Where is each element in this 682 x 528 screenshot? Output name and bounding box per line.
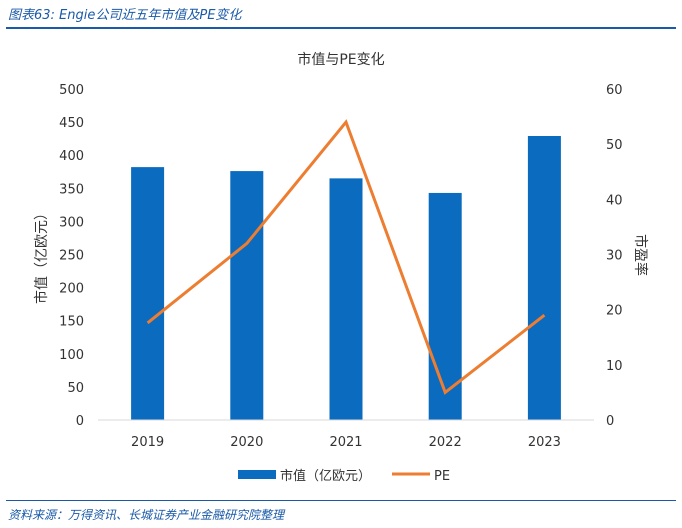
- right-axis-label: 市盈率: [632, 234, 649, 276]
- figure-source: 资料来源：万得资讯、长城证券产业金融研究院整理: [8, 508, 285, 522]
- left-tick-label: 200: [59, 282, 84, 297]
- chart-legend: 市值（亿欧元） PE: [238, 468, 450, 484]
- bar-market-cap-2020: [230, 171, 264, 420]
- right-tick-label: 50: [606, 138, 623, 153]
- x-tick-label: 2022: [429, 435, 462, 450]
- x-tick-label: 2020: [230, 435, 263, 450]
- legend-bar-swatch: [238, 470, 276, 479]
- x-tick-label: 2023: [528, 435, 561, 450]
- left-tick-label: 100: [59, 348, 84, 363]
- left-tick-label: 450: [59, 116, 84, 131]
- right-tick-label: 10: [606, 359, 623, 374]
- source-divider: [6, 500, 676, 501]
- right-tick-label: 60: [606, 83, 623, 98]
- left-axis-ticks: 0 50 100 150 200 250 300 350 400 450 500: [59, 83, 84, 429]
- left-tick-label: 50: [67, 381, 84, 396]
- left-tick-label: 250: [59, 249, 84, 264]
- bar-market-cap-2023: [527, 136, 561, 420]
- right-tick-label: 20: [606, 304, 623, 319]
- left-tick-label: 400: [59, 149, 84, 164]
- bar-series: [131, 136, 561, 420]
- left-tick-label: 150: [59, 315, 84, 330]
- legend-bar-label: 市值（亿欧元）: [280, 468, 371, 484]
- x-axis-ticks: 2019 2020 2021 2022 2023: [131, 435, 561, 450]
- chart-title: 市值与PE变化: [297, 51, 384, 68]
- left-tick-label: 500: [59, 83, 84, 98]
- bar-market-cap-2021: [329, 178, 363, 420]
- right-axis-ticks: 0 10 20 30 40 50 60: [606, 83, 623, 429]
- right-tick-label: 0: [606, 414, 614, 429]
- right-tick-label: 30: [606, 249, 623, 264]
- left-axis-label: 市值（亿欧元）: [33, 206, 50, 304]
- x-tick-label: 2021: [329, 435, 362, 450]
- left-tick-label: 350: [59, 182, 84, 197]
- pe-line-series: [146, 119, 546, 395]
- left-tick-label: 0: [76, 414, 84, 429]
- caption-divider: [6, 27, 676, 29]
- right-tick-label: 40: [606, 193, 623, 208]
- figure-caption: 图表63: Engie公司近五年市值及PE变化: [8, 8, 242, 23]
- left-tick-label: 300: [59, 215, 84, 230]
- bar-market-cap-2022: [428, 192, 462, 420]
- x-tick-label: 2019: [131, 435, 164, 450]
- legend-line-label: PE: [434, 469, 450, 484]
- bar-market-cap-2019: [131, 167, 165, 420]
